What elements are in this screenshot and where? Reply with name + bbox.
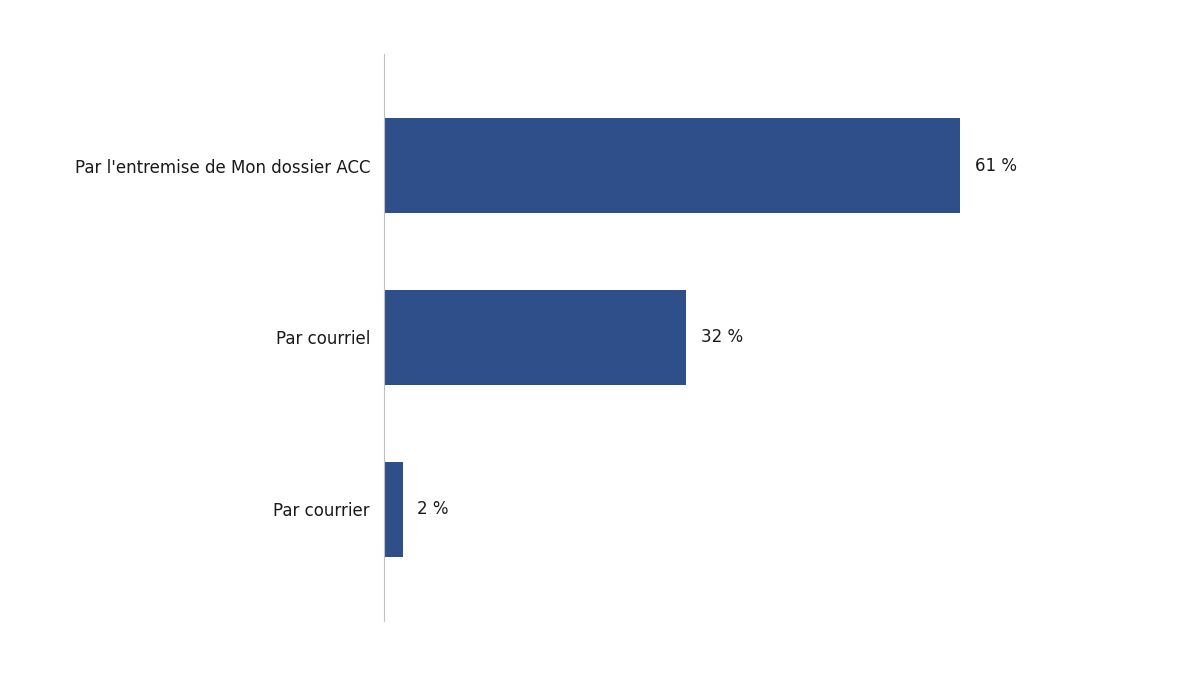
Text: 2 %: 2 % bbox=[418, 500, 449, 518]
Text: 32 %: 32 % bbox=[701, 329, 743, 346]
Bar bbox=[384, 290, 686, 385]
Bar bbox=[384, 462, 403, 557]
Text: 61 %: 61 % bbox=[974, 157, 1016, 175]
Bar bbox=[384, 118, 960, 213]
